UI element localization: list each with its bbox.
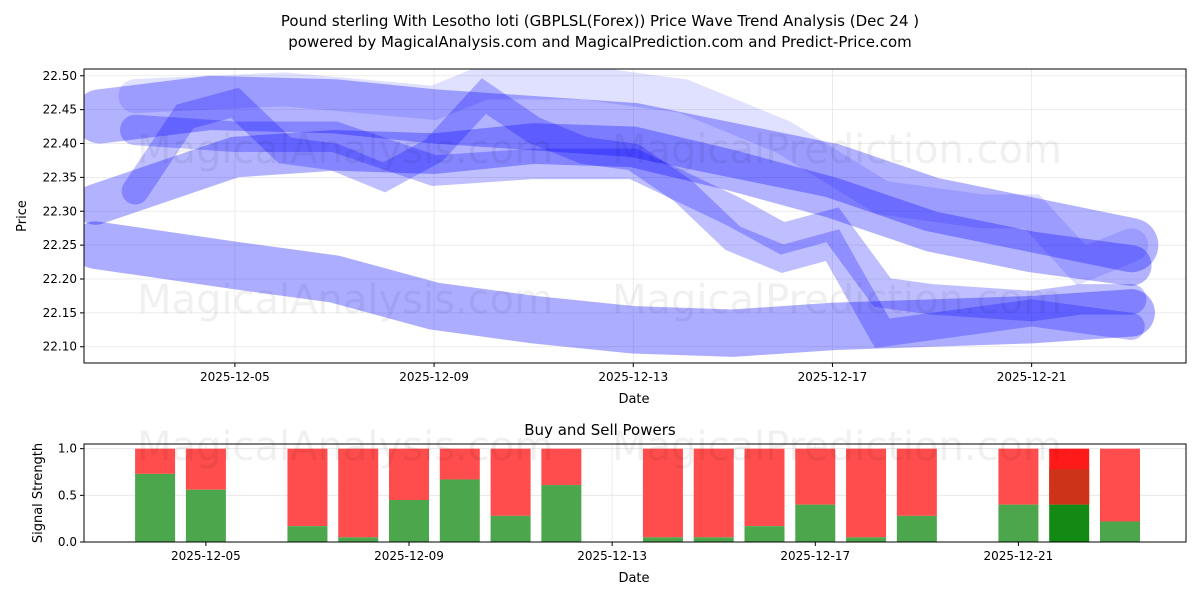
- bottom-x-label: Date: [618, 571, 649, 586]
- buy-bar: [1099, 521, 1140, 542]
- top-y-label: Price: [15, 200, 30, 232]
- x-tick-label: 2025-12-05: [200, 370, 270, 384]
- buy-bar: [744, 526, 785, 542]
- buy-sell-plot: 2025-12-05 2025-12-09 2025-12-13 2025-12-17…: [58, 424, 1187, 563]
- y-tick-label: 22.35: [43, 170, 77, 184]
- x-tick-label: 2025-12-05: [171, 549, 241, 563]
- sell-bar: [744, 448, 785, 527]
- buy-bar: [287, 526, 328, 542]
- sell-bar: [795, 448, 836, 505]
- series-group: [84, 69, 1159, 357]
- sell-bar: [541, 448, 582, 486]
- series-wave-lower: [84, 221, 1155, 357]
- watermark: MagicalPrediction.com: [612, 424, 1062, 470]
- chart-title-line2: powered by MagicalAnalysis.com and Magic…: [288, 33, 912, 51]
- buy-sell-title: Buy and Sell Powers: [524, 421, 676, 439]
- x-tick-label: 2025-12-13: [577, 549, 647, 563]
- sell-bar: [185, 448, 226, 490]
- y-tick-label: 22.30: [43, 204, 77, 218]
- buy-bar: [185, 489, 226, 542]
- x-tick-label: 2025-12-21: [997, 370, 1067, 384]
- x-tick-label: 2025-12-09: [374, 549, 444, 563]
- sell-mid-bar: [1049, 469, 1090, 505]
- x-tick-label: 2025-12-13: [598, 370, 668, 384]
- y-tick-label: 22.15: [43, 306, 77, 320]
- sell-bar: [846, 448, 887, 538]
- buy-bar: [1049, 504, 1090, 542]
- series-wave-upper: [84, 75, 1159, 273]
- plot-frame: [83, 443, 1187, 543]
- y-tick-label: 1.0: [58, 442, 77, 456]
- x-tick-label: 2025-12-09: [399, 370, 469, 384]
- sell-bar: [896, 448, 937, 516]
- y-tick-label: 22.25: [43, 238, 77, 252]
- watermark: MagicalAnalysis.com: [137, 424, 553, 470]
- sell-bar: [1099, 448, 1140, 522]
- sell-bar: [287, 448, 328, 527]
- sell-bar: [642, 448, 683, 538]
- top-x-label: Date: [618, 392, 649, 407]
- buy-bar: [998, 504, 1039, 542]
- price-wave-plot: 2025-12-05 2025-12-09 2025-12-13 2025-12-17…: [43, 68, 1187, 384]
- y-tick-label: 0.0: [58, 535, 77, 549]
- buy-bar: [795, 504, 836, 542]
- watermark: MagicalPrediction.com: [612, 127, 1062, 173]
- buy-bar: [541, 485, 582, 542]
- series-wave-middle: [84, 123, 1152, 286]
- watermark: MagicalPrediction.com: [612, 277, 1062, 323]
- sell-bar: [338, 448, 379, 538]
- series-wave-light: [118, 69, 1149, 286]
- sell-bar: [439, 448, 480, 480]
- buy-bar: [642, 537, 683, 542]
- x-tick-label: 2025-12-17: [780, 549, 850, 563]
- sell-bar: [135, 448, 176, 474]
- sell-bar: [490, 448, 531, 516]
- watermark: MagicalAnalysis.com: [137, 127, 553, 173]
- sell-bar: [389, 448, 430, 500]
- buy-bar: [389, 500, 430, 542]
- x-tick-label: 2025-12-17: [798, 370, 868, 384]
- buy-bar: [896, 515, 937, 542]
- bottom-y-label: Signal Strength: [31, 443, 46, 543]
- y-tick-label: 22.40: [43, 137, 77, 151]
- x-tick-label: 2025-12-21: [984, 549, 1054, 563]
- series-wave-secondary: [120, 114, 1147, 322]
- series-wave-zigzag: [121, 78, 1145, 348]
- buy-bar: [439, 479, 480, 542]
- buy-bar: [693, 537, 734, 542]
- plot-frame: [83, 68, 1187, 364]
- buy-bar: [135, 473, 176, 542]
- watermark: MagicalAnalysis.com: [137, 277, 553, 323]
- buy-bar: [846, 537, 887, 542]
- y-tick-label: 22.50: [43, 69, 77, 83]
- sell-bar: [998, 448, 1039, 505]
- y-tick-label: 22.10: [43, 340, 77, 354]
- chart-title-line1: Pound sterling With Lesotho loti (GBPLSL…: [281, 12, 919, 30]
- y-tick-label: 22.20: [43, 272, 77, 286]
- sell-bar: [693, 448, 734, 538]
- buy-bar: [490, 515, 531, 542]
- buy-bar: [338, 537, 379, 542]
- y-tick-label: 0.5: [58, 488, 77, 502]
- y-tick-label: 22.45: [43, 103, 77, 117]
